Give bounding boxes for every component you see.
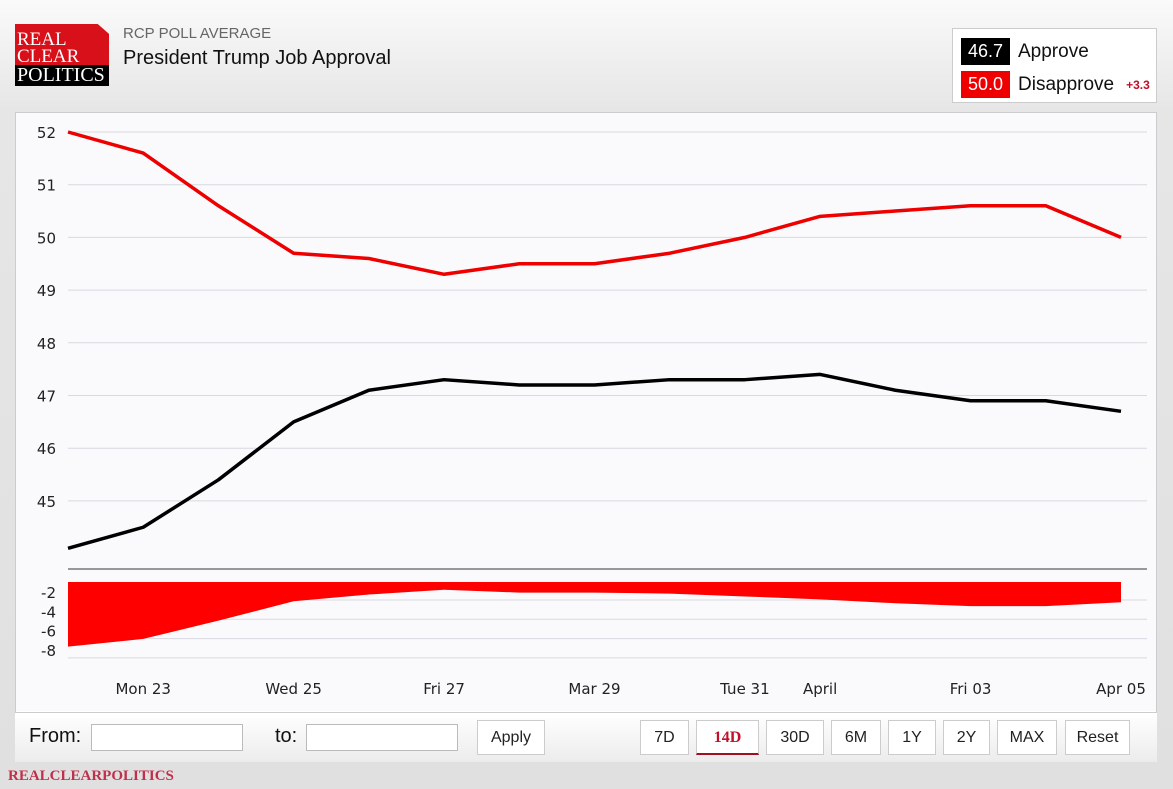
legend: 46.7 Approve 50.0 Disapprove +3.3	[952, 28, 1157, 103]
disapprove-value: 50.0	[961, 71, 1010, 98]
legend-disapprove: 50.0 Disapprove +3.3	[961, 71, 1150, 98]
to-label: to:	[275, 725, 298, 747]
range-button-2y[interactable]: 2Y	[943, 720, 990, 755]
logo-line: CLEAR	[17, 46, 80, 67]
range-button-14d[interactable]: 14D	[696, 720, 759, 755]
range-controls: From: to: Apply 7D 14D 30D 6M 1Y 2Y MAX Reset	[15, 712, 1157, 762]
chart-panel	[15, 112, 1157, 762]
logo-line: REAL	[17, 29, 67, 50]
range-button-7d[interactable]: 7D	[640, 720, 689, 755]
approve-value: 46.7	[961, 38, 1010, 65]
range-button-6m[interactable]: 6M	[831, 720, 881, 755]
logo-line: POLITICS	[15, 65, 109, 86]
subtitle: RCP POLL AVERAGE	[123, 25, 272, 42]
range-button-30d[interactable]: 30D	[766, 720, 824, 755]
footer-brand: REALCLEARPOLITICS	[8, 768, 174, 784]
spread-value: +3.3	[1126, 77, 1150, 92]
disapprove-label: Disapprove	[1018, 73, 1115, 95]
to-date-input[interactable]	[306, 724, 458, 751]
range-button-reset[interactable]: Reset	[1065, 720, 1130, 755]
range-button-max[interactable]: MAX	[997, 720, 1057, 755]
from-date-input[interactable]	[91, 724, 243, 751]
chart-title: President Trump Job Approval	[123, 47, 391, 69]
legend-approve: 46.7 Approve	[961, 38, 1089, 65]
apply-button[interactable]: Apply	[477, 720, 545, 755]
range-button-1y[interactable]: 1Y	[888, 720, 936, 755]
from-label: From:	[29, 725, 82, 747]
rcp-logo: REAL CLEAR POLITICS	[15, 24, 109, 86]
approve-label: Approve	[1018, 40, 1089, 62]
